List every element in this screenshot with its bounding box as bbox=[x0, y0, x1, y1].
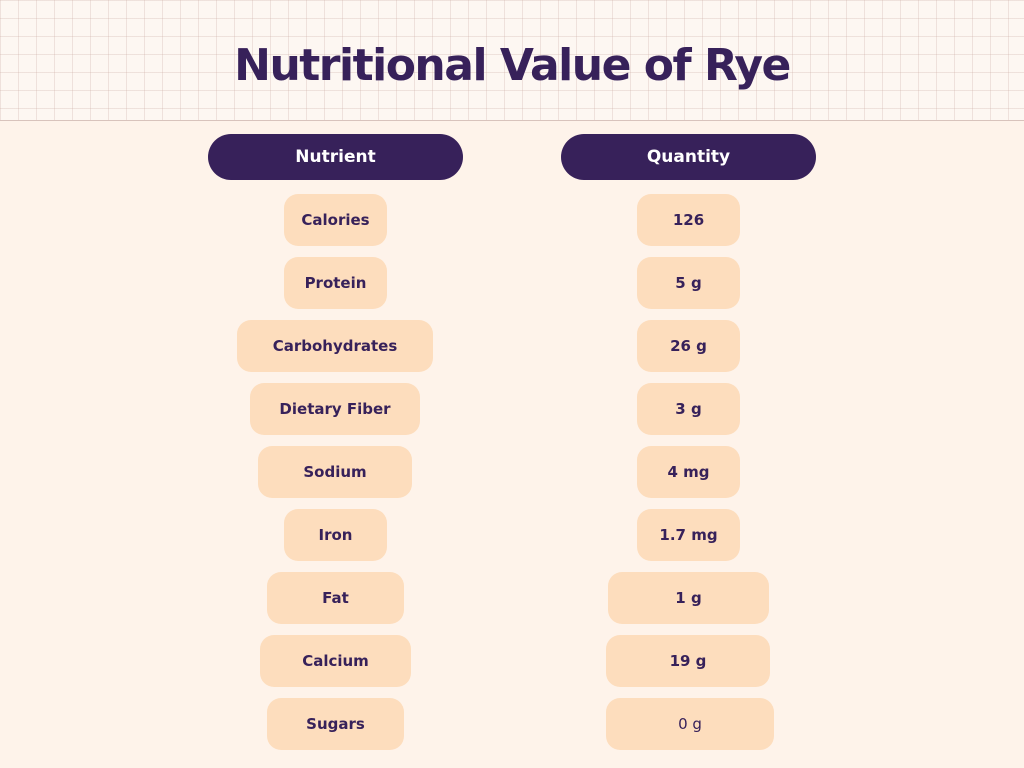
quantity-cell: 4 mg bbox=[637, 446, 740, 498]
nutrient-cell: Carbohydrates bbox=[237, 320, 433, 372]
quantity-cell: 5 g bbox=[637, 257, 740, 309]
quantity-cell: 3 g bbox=[637, 383, 740, 435]
table-row: Sugars 0 g bbox=[0, 698, 1024, 750]
quantity-cell: 26 g bbox=[637, 320, 740, 372]
quantity-cell: 126 bbox=[637, 194, 740, 246]
page-title: Nutritional Value of Rye bbox=[234, 40, 791, 91]
nutrient-cell: Dietary Fiber bbox=[250, 383, 420, 435]
table-row: Carbohydrates 26 g bbox=[0, 320, 1024, 372]
quantity-column-header: Quantity bbox=[561, 134, 816, 180]
header-grid-band: Nutritional Value of Rye bbox=[0, 0, 1024, 121]
table-row: Calories 126 bbox=[0, 194, 1024, 246]
nutrient-cell: Sugars bbox=[267, 698, 404, 750]
quantity-cell: 1.7 mg bbox=[637, 509, 740, 561]
nutrient-cell: Fat bbox=[267, 572, 404, 624]
nutrition-table: Calories 126 Protein 5 g Carbohydrates 2… bbox=[0, 194, 1024, 761]
nutrient-cell: Iron bbox=[284, 509, 387, 561]
quantity-cell: 19 g bbox=[606, 635, 770, 687]
nutrient-cell: Calories bbox=[284, 194, 387, 246]
table-row: Dietary Fiber 3 g bbox=[0, 383, 1024, 435]
table-row: Sodium 4 mg bbox=[0, 446, 1024, 498]
quantity-cell: 1 g bbox=[608, 572, 769, 624]
nutrient-cell: Protein bbox=[284, 257, 387, 309]
table-row: Iron 1.7 mg bbox=[0, 509, 1024, 561]
nutrient-cell: Sodium bbox=[258, 446, 412, 498]
table-row: Calcium 19 g bbox=[0, 635, 1024, 687]
quantity-cell: 0 g bbox=[606, 698, 774, 750]
nutrient-column-header: Nutrient bbox=[208, 134, 463, 180]
table-row: Protein 5 g bbox=[0, 257, 1024, 309]
table-row: Fat 1 g bbox=[0, 572, 1024, 624]
nutrient-cell: Calcium bbox=[260, 635, 411, 687]
